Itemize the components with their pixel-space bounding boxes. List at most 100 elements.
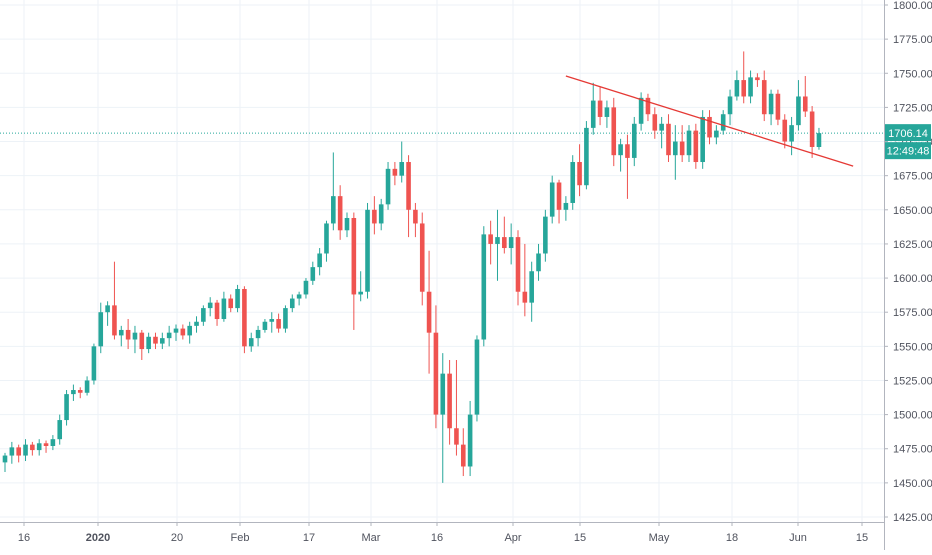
candle[interactable] xyxy=(16,444,21,463)
candle[interactable] xyxy=(262,319,268,333)
candle[interactable] xyxy=(413,202,418,238)
candle[interactable] xyxy=(248,332,254,352)
candle[interactable] xyxy=(508,223,514,265)
candle[interactable] xyxy=(112,261,117,340)
candle[interactable] xyxy=(454,359,459,456)
candle[interactable] xyxy=(207,297,213,317)
candle[interactable] xyxy=(447,359,452,445)
candle[interactable] xyxy=(673,125,678,180)
candle[interactable] xyxy=(590,82,596,135)
candle[interactable] xyxy=(64,390,69,426)
candle[interactable] xyxy=(556,179,562,224)
candle[interactable] xyxy=(666,114,671,163)
candle[interactable] xyxy=(289,294,295,313)
candles-series[interactable] xyxy=(2,51,822,483)
candle[interactable] xyxy=(9,441,15,464)
candle[interactable] xyxy=(324,220,329,262)
candle[interactable] xyxy=(467,400,473,477)
candle[interactable] xyxy=(228,294,234,313)
candle[interactable] xyxy=(488,220,493,265)
candle[interactable] xyxy=(645,93,651,122)
candle[interactable] xyxy=(570,155,576,210)
candle[interactable] xyxy=(440,353,446,483)
candle[interactable] xyxy=(303,278,309,299)
candle[interactable] xyxy=(221,291,227,322)
candle[interactable] xyxy=(125,319,131,350)
candle[interactable] xyxy=(372,196,377,235)
candle[interactable] xyxy=(30,441,35,456)
candle[interactable] xyxy=(789,116,794,156)
candle[interactable] xyxy=(84,376,90,396)
candle[interactable] xyxy=(426,250,432,374)
candle[interactable] xyxy=(700,110,705,169)
candle[interactable] xyxy=(255,325,261,347)
candle[interactable] xyxy=(433,305,439,429)
candle[interactable] xyxy=(796,80,801,131)
candle[interactable] xyxy=(638,92,644,131)
candle[interactable] xyxy=(406,155,411,238)
candle[interactable] xyxy=(597,86,603,126)
candle[interactable] xyxy=(549,175,555,224)
candle[interactable] xyxy=(146,332,151,354)
candle[interactable] xyxy=(502,216,507,254)
candle[interactable] xyxy=(269,312,275,333)
candle[interactable] xyxy=(686,125,692,163)
candle[interactable] xyxy=(584,121,589,190)
candle[interactable] xyxy=(707,110,712,145)
candle[interactable] xyxy=(727,89,733,126)
candle[interactable] xyxy=(802,75,808,117)
candle[interactable] xyxy=(242,286,247,354)
candle[interactable] xyxy=(43,440,49,453)
candle[interactable] xyxy=(625,134,630,199)
candle[interactable] xyxy=(515,230,521,306)
candle[interactable] xyxy=(153,332,158,350)
candle[interactable] xyxy=(748,70,753,104)
trendline-drawing[interactable] xyxy=(565,75,854,167)
candle[interactable] xyxy=(283,305,288,333)
candle[interactable] xyxy=(98,302,104,354)
candle[interactable] xyxy=(652,107,658,139)
candle[interactable] xyxy=(77,387,83,399)
candle[interactable] xyxy=(577,144,582,197)
candle[interactable] xyxy=(71,384,76,401)
candle[interactable] xyxy=(611,97,617,167)
candle[interactable] xyxy=(460,428,466,477)
candle[interactable] xyxy=(57,414,63,445)
candle[interactable] xyxy=(474,335,480,422)
candle[interactable] xyxy=(235,284,240,313)
candle[interactable] xyxy=(720,110,726,135)
candle[interactable] xyxy=(337,185,343,240)
candle[interactable] xyxy=(296,291,302,306)
candle[interactable] xyxy=(194,316,199,333)
candle[interactable] xyxy=(310,261,316,285)
candle[interactable] xyxy=(816,127,822,150)
trendline[interactable] xyxy=(565,75,854,167)
candle[interactable] xyxy=(187,321,192,344)
candle[interactable] xyxy=(276,313,281,333)
candle[interactable] xyxy=(91,343,97,385)
candle[interactable] xyxy=(2,452,8,472)
candle[interactable] xyxy=(693,123,699,169)
candle[interactable] xyxy=(529,261,534,322)
candle[interactable] xyxy=(36,439,42,456)
candle[interactable] xyxy=(768,89,774,126)
candle[interactable] xyxy=(734,70,740,101)
candle[interactable] xyxy=(23,439,28,462)
candle[interactable] xyxy=(775,89,781,126)
candle[interactable] xyxy=(214,299,220,326)
candle[interactable] xyxy=(385,162,391,210)
candle[interactable] xyxy=(809,106,815,158)
candle[interactable] xyxy=(118,325,124,347)
candle[interactable] xyxy=(399,141,405,183)
candle[interactable] xyxy=(160,332,165,350)
candle[interactable] xyxy=(180,324,186,340)
candle[interactable] xyxy=(631,116,637,167)
candle[interactable] xyxy=(344,212,350,238)
candle[interactable] xyxy=(173,324,179,341)
candle[interactable] xyxy=(50,435,56,451)
candle[interactable] xyxy=(755,73,760,87)
x-axis[interactable]: 16 2020 20 Feb 17 Mar 16 Apr 15 May 18 Jun 15 xyxy=(18,522,868,544)
candle[interactable] xyxy=(358,271,363,302)
candle[interactable] xyxy=(481,226,487,347)
